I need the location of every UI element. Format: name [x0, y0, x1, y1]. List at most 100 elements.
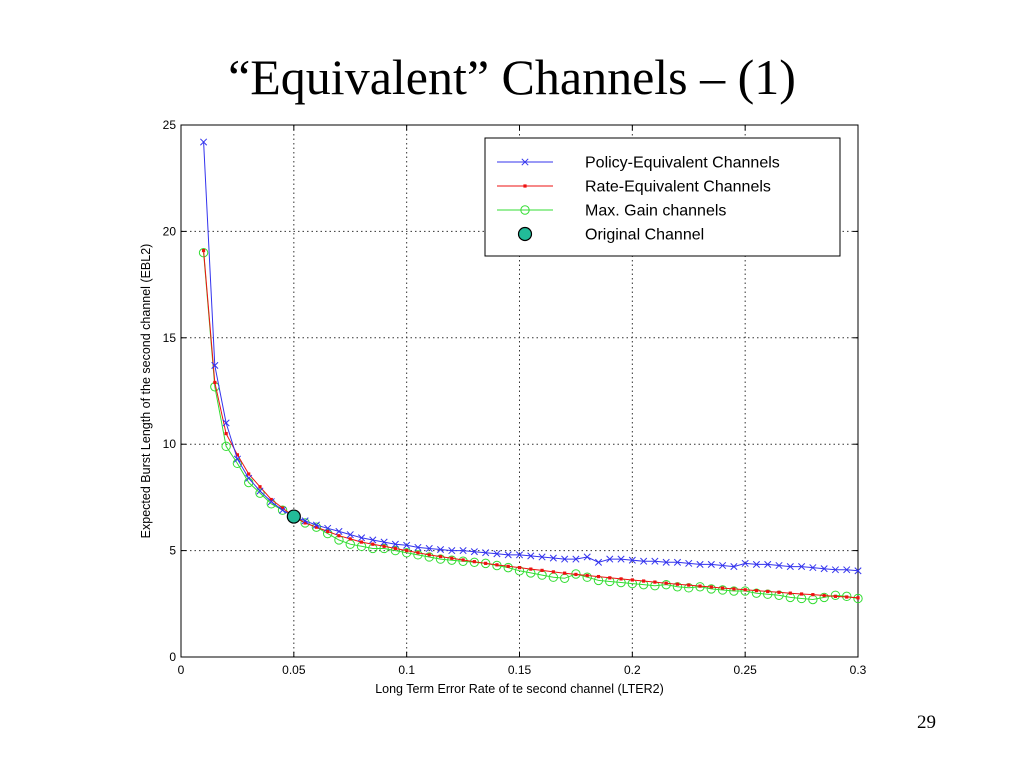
- series-original-channel: [286, 509, 301, 524]
- y-tick-label: 0: [169, 650, 176, 664]
- data-point-rate-equivalent: [833, 594, 838, 598]
- data-point-policy-equivalent: [493, 550, 501, 558]
- data-point-policy-equivalent: [831, 566, 839, 574]
- data-point-rate-equivalent: [484, 561, 488, 565]
- data-point-rate-equivalent: [495, 563, 499, 567]
- data-point-policy-equivalent: [504, 551, 512, 559]
- data-point-rate-equivalent: [721, 586, 725, 590]
- data-point-policy-equivalent: [843, 566, 851, 574]
- grid: [181, 125, 858, 657]
- data-point-policy-equivalent: [200, 138, 208, 146]
- legend-entry-policy-equivalent: Policy-Equivalent Channels: [497, 155, 780, 172]
- data-point-rate-equivalent: [563, 571, 567, 575]
- data-point-policy-equivalent: [786, 563, 794, 571]
- data-point-max-gain: [706, 584, 717, 594]
- data-point-max-gain: [717, 585, 728, 595]
- data-point-rate-equivalent: [619, 577, 623, 581]
- data-point-policy-equivalent: [233, 455, 241, 463]
- y-tick-label: 25: [163, 118, 177, 132]
- data-point-rate-equivalent: [687, 583, 691, 587]
- legend-label: Original Channel: [585, 227, 704, 244]
- data-point-max-gain: [751, 588, 762, 598]
- data-point-policy-equivalent: [222, 419, 230, 427]
- data-point-max-gain: [413, 550, 423, 560]
- data-point-rate-equivalent: [608, 576, 612, 580]
- data-point-policy-equivalent: [662, 558, 670, 566]
- data-point-rate-equivalent: [540, 568, 544, 572]
- data-point-rate-equivalent: [416, 551, 420, 555]
- data-point-max-gain: [424, 552, 434, 562]
- data-point-policy-equivalent: [775, 561, 783, 570]
- data-point-policy-equivalent: [267, 498, 275, 506]
- data-point-max-gain: [740, 586, 750, 596]
- data-point-policy-equivalent: [820, 565, 828, 573]
- data-point-policy-equivalent: [256, 487, 264, 495]
- data-point-rate-equivalent: [664, 581, 668, 585]
- legend-box: [484, 137, 841, 257]
- data-point-rate-equivalent: [698, 584, 702, 588]
- data-point-rate-equivalent: [754, 589, 759, 593]
- data-point-rate-equivalent: [450, 556, 454, 560]
- data-point-rate-equivalent: [856, 596, 860, 600]
- data-point-policy-equivalent: [448, 547, 456, 555]
- data-point-rate-equivalent: [269, 497, 273, 502]
- data-point-rate-equivalent: [596, 574, 601, 579]
- data-point-rate-equivalent: [845, 595, 849, 599]
- data-point-policy-equivalent: [730, 563, 738, 571]
- data-point-rate-equivalent: [405, 549, 409, 553]
- data-point-rate-equivalent: [280, 506, 285, 510]
- data-point-policy-equivalent: [527, 552, 535, 560]
- data-point-policy-equivalent: [798, 563, 806, 571]
- data-point-policy-equivalent: [211, 361, 219, 370]
- data-point-rate-equivalent: [337, 534, 341, 538]
- series-line-max-gain: [203, 252, 859, 601]
- legend-marker: [521, 158, 529, 166]
- data-point-policy-equivalent: [719, 561, 727, 570]
- data-point-rate-equivalent: [235, 453, 240, 457]
- data-point-policy-equivalent: [470, 548, 478, 556]
- legend-label: Policy-Equivalent Channels: [585, 155, 780, 172]
- data-point-rate-equivalent: [585, 573, 589, 578]
- data-point-rate-equivalent: [427, 553, 431, 557]
- y-tick-label: 20: [163, 224, 177, 238]
- data-point-policy-equivalent: [651, 557, 659, 565]
- data-point-max-gain: [480, 558, 491, 569]
- legend-entry-original-channel: Original Channel: [517, 227, 704, 244]
- data-point-policy-equivalent: [436, 545, 445, 554]
- data-point-rate-equivalent: [653, 580, 657, 584]
- x-tick-label: 0: [178, 663, 185, 677]
- legend-label: Max. Gain channels: [585, 203, 726, 220]
- data-point-rate-equivalent: [799, 592, 804, 596]
- data-point-policy-equivalent: [561, 555, 569, 563]
- data-point-policy-equivalent: [628, 556, 636, 564]
- data-point-rate-equivalent: [777, 590, 781, 594]
- data-point-policy-equivalent: [854, 567, 862, 575]
- data-point-rate-equivalent: [788, 591, 792, 595]
- data-point-max-gain: [221, 441, 231, 452]
- data-point-max-gain: [277, 505, 288, 515]
- data-point-max-gain: [311, 522, 322, 532]
- data-point-rate-equivalent: [472, 560, 476, 564]
- data-point-policy-equivalent: [482, 549, 490, 557]
- data-point-policy-equivalent: [312, 521, 320, 529]
- data-point-max-gain: [322, 528, 333, 539]
- data-point-max-gain: [503, 562, 513, 573]
- legend-marker: [523, 184, 527, 188]
- x-tick-label: 0.25: [733, 663, 757, 677]
- data-point-rate-equivalent: [551, 570, 555, 574]
- data-point-policy-equivalent: [515, 551, 524, 559]
- legend-entry-max-gain: Max. Gain channels: [497, 203, 726, 220]
- data-point-max-gain: [255, 488, 265, 498]
- data-point-policy-equivalent: [583, 553, 591, 561]
- data-point-original-channel: [286, 509, 301, 524]
- data-point-rate-equivalent: [766, 589, 770, 594]
- data-point-max-gain: [661, 579, 671, 590]
- slide-title: “Equivalent” Channels – (1): [228, 49, 796, 105]
- data-point-rate-equivalent: [213, 380, 217, 385]
- data-point-policy-equivalent: [594, 558, 603, 566]
- x-tick-label: 0.05: [282, 663, 306, 677]
- legend-entry-rate-equivalent: Rate-Equivalent Channels: [497, 179, 771, 196]
- series: [198, 138, 863, 605]
- data-point-policy-equivalent: [369, 536, 377, 544]
